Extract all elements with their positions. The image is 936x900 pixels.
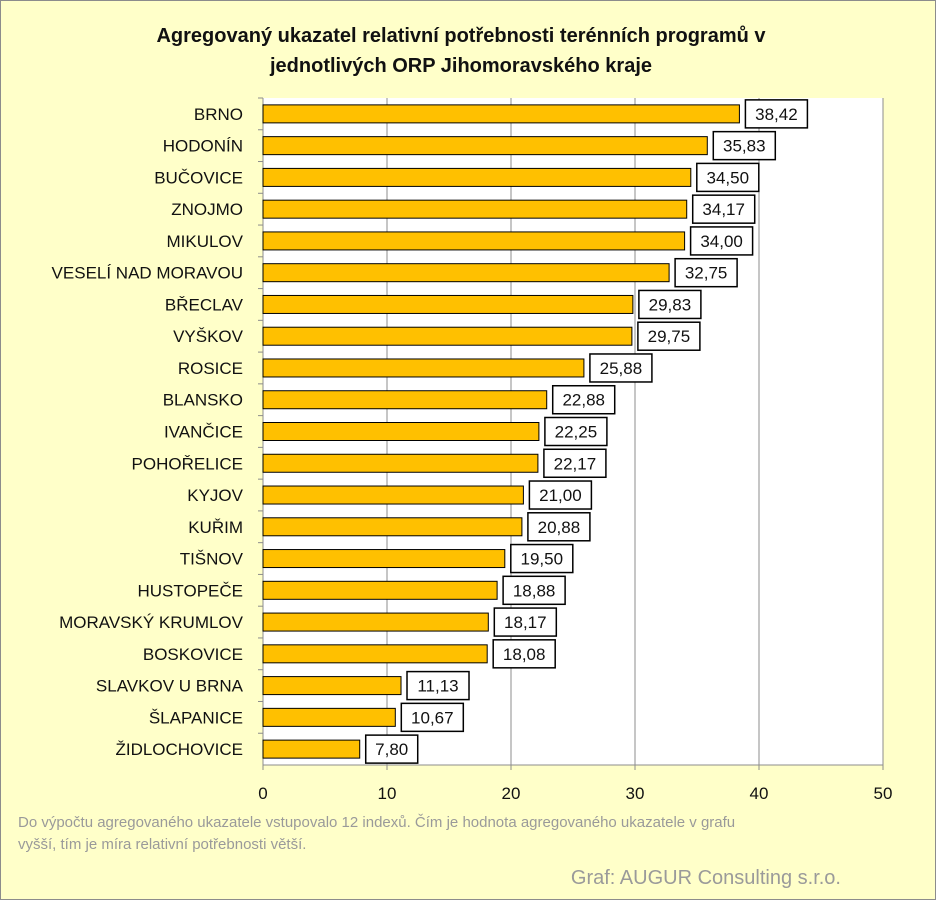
category-label: KUŘIM <box>188 518 243 537</box>
data-label: 7,80 <box>375 740 408 759</box>
category-label: MORAVSKÝ KRUMLOV <box>59 613 244 632</box>
chart-credit: Graf: AUGUR Consulting s.r.o. <box>570 867 841 889</box>
data-label: 22,17 <box>554 454 597 473</box>
data-label-box <box>406 670 470 701</box>
category-label: BRNO <box>194 105 243 124</box>
bar <box>262 390 548 410</box>
data-label-box <box>527 512 591 542</box>
data-label: 11,13 <box>417 677 458 696</box>
bar <box>262 199 688 219</box>
data-label: 19,50 <box>521 550 564 569</box>
data-label: 10,67 <box>411 708 454 727</box>
data-label: 34,50 <box>707 168 750 187</box>
category-label: HODONÍN <box>163 137 243 156</box>
bar <box>262 485 524 505</box>
data-label: 32,75 <box>685 264 728 283</box>
bar <box>262 358 585 378</box>
bar <box>262 580 498 600</box>
data-label-box <box>400 702 465 733</box>
category-label: BOSKOVICE <box>143 645 243 664</box>
data-label: 38,42 <box>755 105 798 124</box>
data-label-box <box>502 575 566 606</box>
category-label: ROSICE <box>178 359 243 378</box>
data-label-box <box>696 162 760 193</box>
category-label: TIŠNOV <box>180 550 244 569</box>
category-label: SLAVKOV U BRNA <box>96 677 244 696</box>
category-label: ZNOJMO <box>171 200 243 219</box>
category-label: MIKULOV <box>166 232 243 251</box>
data-label-box <box>510 543 574 574</box>
data-label: 18,08 <box>503 645 546 664</box>
data-label: 21,00 <box>539 486 582 505</box>
x-tick-label: 0 <box>258 784 267 803</box>
data-label-box <box>364 734 419 764</box>
bar <box>262 549 506 569</box>
category-label: VESELÍ NAD MORAVOU <box>52 264 243 283</box>
data-label: 29,83 <box>649 295 692 314</box>
bar <box>262 453 539 473</box>
data-label-box <box>637 321 701 351</box>
bar <box>262 136 708 156</box>
data-label-box <box>493 607 558 637</box>
data-label: 35,83 <box>723 137 766 156</box>
data-label: 22,88 <box>562 391 605 410</box>
data-label: 34,17 <box>702 200 745 219</box>
category-label: IVANČICE <box>164 423 243 442</box>
bar <box>262 644 488 664</box>
footnote: Do výpočtu agregovaného ukazatele vstupo… <box>18 814 736 853</box>
chart-title-line-1: Agregovaný ukazatel relativní potřebnost… <box>156 25 766 47</box>
data-label-box <box>544 416 608 447</box>
data-label-box <box>551 384 616 415</box>
bar <box>262 517 523 537</box>
category-label: ŽIDLOCHOVICE <box>115 740 243 759</box>
bar <box>262 326 633 346</box>
data-label-box <box>712 130 777 161</box>
data-label: 20,88 <box>538 518 581 537</box>
x-tick-label: 40 <box>750 784 769 803</box>
data-label-box <box>674 257 738 288</box>
bar <box>262 263 670 283</box>
data-label-box <box>744 99 809 129</box>
bar <box>262 612 489 632</box>
data-label-box <box>689 226 754 256</box>
data-label: 29,75 <box>648 327 691 346</box>
category-label: KYJOV <box>187 486 243 505</box>
category-label: HUSTOPEČE <box>138 581 244 600</box>
bar <box>262 104 740 124</box>
data-label: 18,88 <box>513 581 556 600</box>
x-tick-label: 10 <box>378 784 397 803</box>
bar <box>262 739 361 759</box>
data-label-box <box>638 289 702 320</box>
bar <box>262 422 540 441</box>
bar <box>262 167 692 187</box>
category-label: BLANSKO <box>163 391 243 410</box>
data-label-box <box>492 639 556 669</box>
data-label-box <box>528 480 593 510</box>
data-label: 18,17 <box>504 613 547 632</box>
data-label-box <box>543 448 607 479</box>
bar <box>262 707 396 727</box>
category-label: VYŠKOV <box>173 327 244 346</box>
x-tick-label: 20 <box>502 784 521 803</box>
x-tick-label: 30 <box>626 784 645 803</box>
chart-title: Agregovaný ukazatel relativní potřebnost… <box>61 21 861 81</box>
bar <box>262 294 634 314</box>
data-label-box <box>691 194 756 224</box>
category-label: BUČOVICE <box>154 168 243 187</box>
bar <box>262 676 402 696</box>
category-label: ŠLAPANICE <box>149 708 243 727</box>
data-label: 22,25 <box>555 423 598 442</box>
chart-title-line-2: jednotlivých ORP Jihomoravského kraje <box>270 55 652 77</box>
bar <box>262 231 686 251</box>
data-label: 25,88 <box>600 359 643 378</box>
data-label-box <box>589 353 653 383</box>
category-label: POHOŘELICE <box>132 454 243 473</box>
x-tick-label: 50 <box>874 784 893 803</box>
category-label: BŘECLAV <box>165 295 244 314</box>
data-label: 34,00 <box>700 232 743 251</box>
